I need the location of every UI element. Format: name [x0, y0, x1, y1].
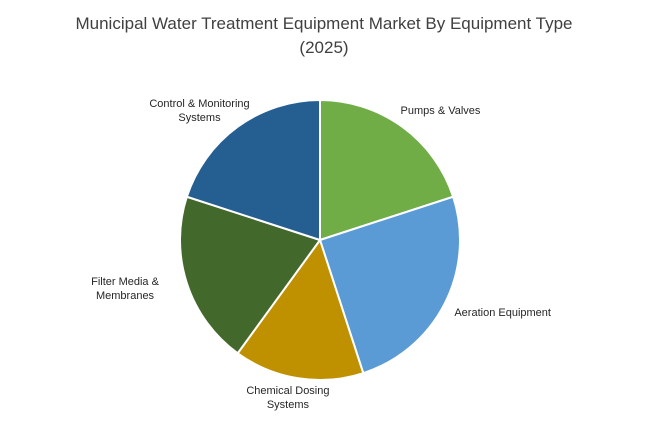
pie-slice	[236, 237, 365, 381]
pie-slice	[179, 195, 322, 355]
slice-label: Chemical Dosing Systems	[246, 385, 330, 412]
slice-label: Control & Monitoring Systems	[149, 97, 250, 124]
slice-label: Aeration Equipment	[454, 306, 551, 319]
slice-label: Pumps & Valves	[400, 104, 481, 117]
slice-label: Filter Media & Membranes	[91, 276, 159, 303]
chart-title: Municipal Water Treatment Equipment Mark…	[75, 14, 573, 57]
pie-slice	[185, 98, 321, 242]
pie-slice	[318, 195, 461, 375]
pie-slice	[319, 98, 455, 242]
